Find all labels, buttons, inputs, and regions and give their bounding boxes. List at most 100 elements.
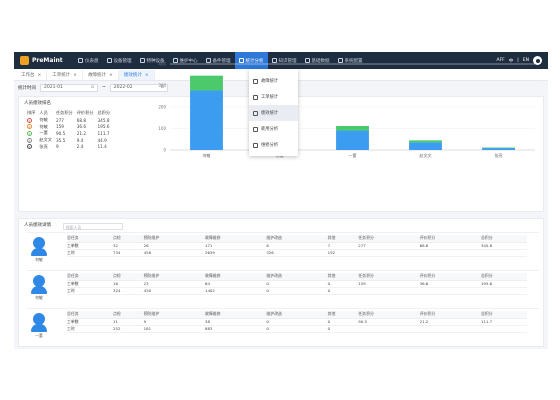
person-avatar: 何敏 [27,237,51,263]
stats-col-header: 评价积分 [419,235,481,243]
dropdown-item-3[interactable]: 耗用分析 [249,121,298,137]
nav-item-label: 仪表盘 [85,58,99,64]
y-tick-label: 0 [163,148,166,153]
end-date-picker[interactable]: 2022-02 ▫ [109,83,168,92]
tab-2[interactable]: 故障统计 × [83,70,119,80]
lang-zh[interactable]: 中 [508,58,514,64]
nav-item-0[interactable]: 仪表盘 [74,52,103,69]
filter-bar: 统计时间 2021-01 ▫ ~ 2022-02 ▫ [14,81,548,94]
stats-cell: 21.2 [419,318,481,326]
consumption-icon [253,126,258,132]
tab-1[interactable]: 工单统计 × [47,70,84,80]
nav-item-6[interactable]: 知识管理 [268,52,301,69]
tab-0[interactable]: 工作台 × [16,70,48,80]
search-input[interactable]: 搜索人员 [63,223,123,230]
tab-label: 故障统计 [88,73,107,78]
bar-series-0-4[interactable] [482,148,515,150]
stats-cell: 11 [113,318,144,326]
bar-series-1-0[interactable] [190,75,223,91]
stats-cell [419,249,481,257]
stats-cell [419,287,481,295]
ranking-row: 4 赵文文 35.5 9.4 44.9 [27,137,114,144]
x-tick-label: 何敏 [203,152,211,158]
stats-cell: 0 [266,287,328,295]
ranking-task: 159 [55,124,64,130]
nav-item-1[interactable]: 设备管理 [103,52,136,69]
nav-item-4[interactable]: 备件管理 [202,52,235,69]
nav-item-7[interactable]: 基础数据 [301,52,334,69]
bar-series-0-0[interactable] [190,90,223,150]
logo[interactable]: PreMaint [14,56,74,65]
dropdown-item-4[interactable]: 维修分析 [249,137,298,153]
dropdown-item-0[interactable]: 故障统计 [249,73,298,89]
details-title: 人员绩效详情 [24,223,51,228]
workorder-icon [253,94,258,100]
stats-col-header: 总积分 [480,273,527,281]
nav-item-2[interactable]: 特种设备 [136,52,169,69]
stats-col-header: 预防维护 [143,273,205,281]
avatar[interactable] [533,56,542,65]
person-stats-table: 总任务 点检 预防维护 故障维修 维护改造 其他 任务积分 评价积分 总积分 工单数 16 23 64 0… [67,273,527,295]
person-avatar: 一董 [27,313,51,339]
stats-col-header: 总积分 [480,235,527,243]
stats-cell: 23 [143,280,205,288]
end-date-value: 2022-02 [113,85,133,90]
stats-cell: 2639 [204,249,267,257]
main-menu: 仪表盘 设备管理 特种设备 维护中心 备件管理 统计分析 知识管理 基础数据 系统配置 [74,52,367,69]
tab-3[interactable]: 绩效统计 × [118,70,155,80]
ranking-total: 195.6 [97,124,110,130]
stats-cell [480,249,527,257]
y-tick-label: 100 [158,126,166,131]
dropdown-item-1[interactable]: 工单统计 [249,89,298,105]
stats-cell: 734 [113,249,144,257]
stats-cell: 192 [327,249,359,257]
dropdown-item-2[interactable]: 绩效统计 [249,105,298,121]
bar-series-0-2[interactable] [336,130,369,150]
nav-item-8[interactable]: 系统配置 [334,52,367,69]
user-label[interactable]: AFF [496,58,505,63]
app-name: PreMaint [32,57,63,64]
top-navbar: PreMaint 仪表盘 设备管理 特种设备 维护中心 备件管理 统计分析 知识管理 基础数据… [14,52,548,69]
rank-badge: 3 [27,130,32,136]
person-name: 何敏 [35,295,43,300]
stats-cell [480,287,527,295]
nav-item-3[interactable]: 维护中心 [169,52,202,69]
stats-cell: 0 [327,280,359,288]
bar-series-1-3[interactable] [409,140,442,143]
ranking-eval: 21.2 [76,130,87,136]
close-icon[interactable]: × [37,72,42,78]
ranking-eval: 2.4 [76,144,84,150]
person-row: 何敏 总任务 点检 预防维护 故障维修 维护改造 其他 任务积分 评价积分 总积分 工单数 32 26 1… [27,232,539,263]
nav-item-5[interactable]: 统计分析 [234,52,268,69]
repair-icon [253,142,258,148]
dropdown-item-label: 耗用分析 [261,127,279,132]
stats-cell: 工单数 [67,242,113,250]
performance-icon [253,110,258,116]
ranking-title: 人员绩效排名 [24,101,51,106]
ranking-eval: 36.6 [76,124,87,130]
close-icon[interactable]: × [109,72,113,78]
bar-series-1-4[interactable] [482,147,515,149]
stats-cell: 工时 [67,325,113,333]
ranking-task: 277 [55,117,64,123]
bar-series-0-3[interactable] [409,142,442,150]
ranking-name: 一董 [39,130,48,136]
fault-icon [253,78,258,84]
person-head-icon [33,275,45,287]
stats-cell: 工时 [67,249,113,257]
stats-cell: 工单数 [67,318,113,326]
bar-series-1-2[interactable] [336,125,369,131]
stats-cell: 252 [113,325,144,333]
special-device-icon [139,58,145,63]
close-icon[interactable]: × [144,72,149,78]
nav-item-label: 备件管理 [212,58,231,64]
close-icon[interactable]: × [73,72,78,78]
stats-col-header: 故障维修 [204,273,267,281]
stats-cell: 工时 [67,287,113,295]
stats-col-header: 总任务 [67,273,113,281]
start-date-picker[interactable]: 2021-01 ▫ [40,83,98,92]
stats-col-header: 任务积分 [358,311,420,319]
stats-cell: 324 [113,287,144,295]
stats-col-header: 点检 [113,235,144,243]
lang-en[interactable]: EN [522,58,529,63]
